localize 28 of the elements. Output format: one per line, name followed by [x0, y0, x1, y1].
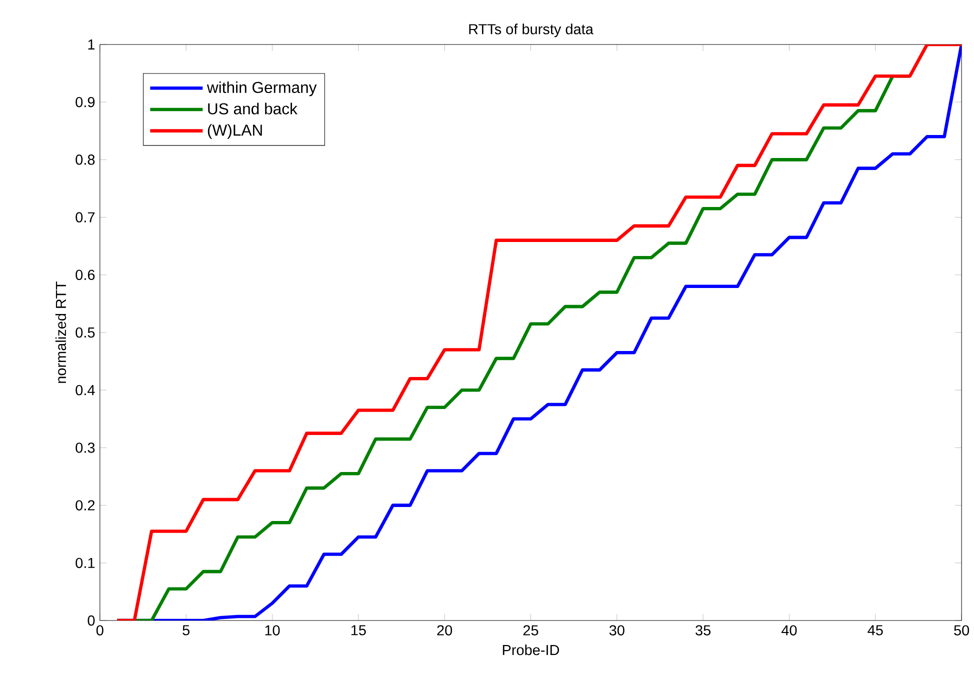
y-tick-label: 0.4 [76, 385, 95, 396]
y-tick-label: 0.2 [76, 500, 95, 511]
x-tick-label: 30 [609, 625, 624, 636]
x-tick-label: 20 [437, 625, 452, 636]
y-axis-title: normalized RTT [55, 282, 66, 384]
x-tick-label: 5 [182, 625, 190, 636]
x-tick-label: 50 [954, 625, 970, 636]
x-tick-label: 35 [696, 625, 711, 636]
y-tick-label: 0.6 [76, 270, 95, 280]
x-tick-label: 0 [96, 625, 104, 636]
chart-title: RTTs of bursty data [469, 24, 594, 38]
x-axis-title: Probe-ID [502, 644, 560, 656]
y-tick-label: 0.3 [76, 442, 95, 453]
y-tick-label: 0.1 [76, 558, 95, 568]
x-tick-label: 10 [265, 625, 280, 636]
x-tick-label: 40 [782, 625, 797, 636]
y-tick-label: 0.5 [76, 327, 95, 338]
y-tick-label: 0.9 [76, 97, 95, 108]
x-tick-label: 25 [523, 625, 538, 636]
legend-label: within Germany [206, 82, 317, 96]
x-tick-label: 45 [868, 625, 883, 636]
y-tick-label: 1 [88, 40, 95, 50]
y-tick-label: 0.8 [76, 154, 95, 165]
legend-label: (W)LAN [208, 124, 262, 139]
legend-label: US and back [208, 102, 298, 114]
x-tick-label: 15 [351, 625, 366, 636]
y-tick-label: 0 [88, 616, 95, 626]
y-tick-label: 0.7 [76, 212, 95, 223]
